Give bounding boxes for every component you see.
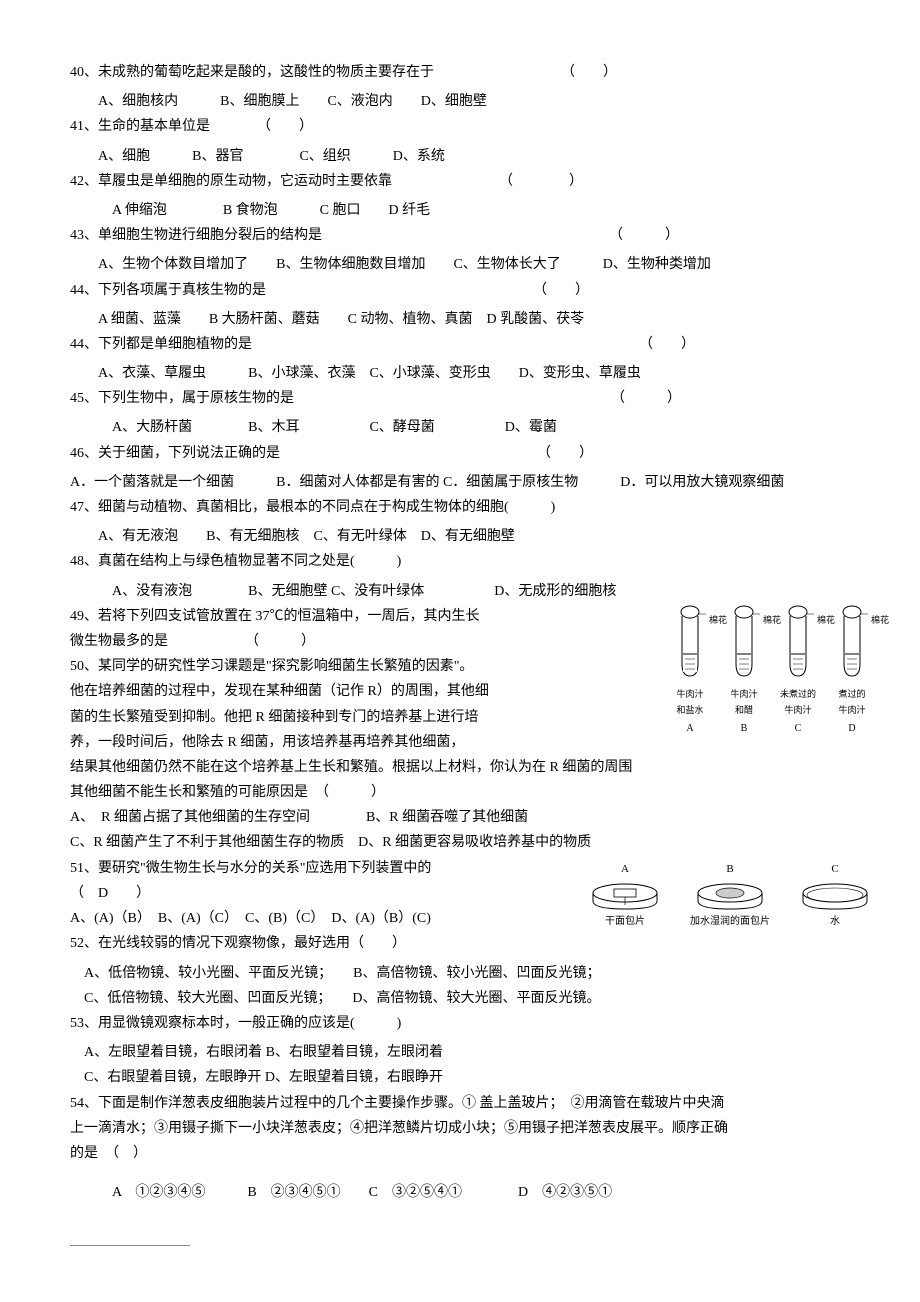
q54-line2: 上一滴清水；③用镊子撕下一小块洋葱表皮；④把洋葱鳞片切成小块；⑤用镊子把洋葱表皮… [70,1116,870,1141]
tube-b: 棉花 牛肉汁 和醋 B [726,604,762,739]
question-40: 40、未成熟的葡萄吃起来是酸的，这酸性的物质主要存在于 （ ） [70,60,870,85]
q43-text: 43、单细胞生物进行细胞分裂后的结构是 [70,228,322,243]
question-45: 45、下列生物中，属于原核生物的是 （ ） [70,386,870,411]
q44b-text: 44、下列都是单细胞植物的是 [70,337,252,352]
q44a-text: 44、下列各项属于真核生物的是 [70,283,266,298]
q42-text: 42、草履虫是单细胞的原生动物，它运动时主要依靠 [70,174,392,189]
tube-d-label: D [848,720,855,738]
q45-text: 45、下列生物中，属于原核生物的是 [70,391,294,406]
question-46: 46、关于细菌，下列说法正确的是 （ ） [70,441,870,466]
question-52: 52、在光线较弱的情况下观察物像，最好选用（ ） [70,931,870,956]
q46-text: 46、关于细菌，下列说法正确的是 [70,446,280,461]
dish-a-caption: 干面包片 [605,913,645,931]
dish-c-toplabel: C [831,860,838,880]
petri-dish-diagram: A 干面包片 B 加水湿润的面包片 C [590,860,870,932]
dish-c: C 水 [800,860,870,932]
q48-options: A、没有液泡 B、无细胞壁 C、没有叶绿体 D、无成形的细胞核 [84,579,870,604]
q44b-paren: （ ） [639,337,695,352]
q54-line1: 54、下面是制作洋葱表皮细胞装片过程中的几个主要操作步骤。① 盖上盖玻片； ②用… [70,1091,870,1116]
q52-optC: C、低倍物镜、较大光圈、凹面反光镜； D、高倍物镜、较大光圈、平面反光镜。 [70,986,870,1011]
dish-b-toplabel: B [726,860,733,880]
dish-c-caption: 水 [830,913,840,931]
question-44a: 44、下列各项属于真核生物的是 （ ） [70,278,870,303]
question-53: 53、用显微镜观察标本时，一般正确的应该是( ) [70,1011,870,1036]
q50-optC: C、R 细菌产生了不利于其他细菌生存的物质 D、R 细菌更容易吸收培养基中的物质 [70,830,870,855]
q53-optA: A、左眼望着目镜，右眼闭着 B、右眼望着目镜，左眼闭着 [70,1040,870,1065]
tube-a-cotton: 棉花 [709,612,727,628]
dish-b-caption: 加水湿润的面包片 [690,913,770,931]
q40-options: A、细胞核内 B、细胞膜上 C、液泡内 D、细胞壁 [84,89,870,114]
question-48: 48、真菌在结构上与绿色植物显著不同之处是( ) [70,549,870,574]
q46-paren: （ ） [537,446,593,461]
q44a-paren: （ ） [533,283,589,298]
q42-paren: （ ） [499,174,583,189]
tube-b-cotton: 棉花 [763,612,781,628]
tube-d-cotton: 棉花 [871,612,889,628]
q54-options: A ①②③④⑤ B ②③④⑤① C ③②⑤④① D ④②③⑤① [84,1180,870,1205]
q50-optA: A、 R 细菌占据了其他细菌的生存空间 B、R 细菌吞噬了其他细菌 [70,805,870,830]
q41-options: A、细胞 B、器官 C、组织 D、系统 [84,144,870,169]
q53-optC: C、右眼望着目镜，左眼睁开 D、左眼望着目镜，右眼睁开 [70,1065,870,1090]
q42-options: A 伸缩泡 B 食物泡 C 胞口 D 纤毛 [84,198,870,223]
q54-line3: 的是 （ ） [70,1141,870,1166]
q52-optA: A、低倍物镜、较小光圈、平面反光镜； B、高倍物镜、较小光圈、凹面反光镜； [70,961,870,986]
q41-text: 41、生命的基本单位是 [70,119,210,134]
q43-paren: （ ） [609,228,679,243]
q44b-options: A、衣藻、草履虫 B、小球藻、衣藻 C、小球藻、变形虫 D、变形虫、草履虫 [84,361,870,386]
q47-options: A、有无液泡 B、有无细胞核 C、有无叶绿体 D、有无细胞壁 [84,524,870,549]
tube-d-caption: 煮过的 牛肉汁 [838,686,865,718]
tube-a: 棉花 牛肉汁 和盐水 A [672,604,708,739]
tube-d: 棉花 煮过的 牛肉汁 D [834,604,870,739]
tube-c-label: C [795,720,802,738]
q43-options: A、生物个体数目增加了 B、生物体细胞数目增加 C、生物体长大了 D、生物种类增… [84,252,870,277]
question-44b: 44、下列都是单细胞植物的是 （ ） [70,332,870,357]
tube-b-caption: 牛肉汁 和醋 [730,686,757,718]
question-47: 47、细菌与动植物、真菌相比，最根本的不同点在于构成生物体的细胞( ) [70,495,870,520]
tube-c: 棉花 未煮过的 牛肉汁 C [780,604,816,739]
tube-a-caption: 牛肉汁 和盐水 [676,686,703,718]
q44a-options: A 细菌、蓝藻 B 大肠杆菌、蘑菇 C 动物、植物、真菌 D 乳酸菌、茯苓 [84,307,870,332]
dish-a: A 干面包片 [590,860,660,932]
q50-line6: 其他细菌不能生长和繁殖的可能原因是 （ ） [70,780,870,805]
question-42: 42、草履虫是单细胞的原生动物，它运动时主要依靠 （ ） [70,169,870,194]
q40-paren: （ ） [561,65,617,80]
dish-a-toplabel: A [621,860,629,880]
q40-text: 40、未成熟的葡萄吃起来是酸的，这酸性的物质主要存在于 [70,65,434,80]
q50-line5: 结果其他细菌仍然不能在这个培养基上生长和繁殖。根据以上材料，你认为在 R 细菌的… [70,755,870,780]
q45-options: A、大肠杆菌 B、木耳 C、酵母菌 D、霉菌 [84,415,870,440]
test-tube-diagram: 棉花 牛肉汁 和盐水 A 棉花 牛肉汁 和醋 B [672,604,870,739]
q46-options: A．一个菌落就是一个细菌 B．细菌对人体都是有害的 C．细菌属于原核生物 D．可… [70,470,870,495]
tube-b-label: B [741,720,748,738]
q41-paren: （ ） [257,119,313,134]
tube-c-cotton: 棉花 [817,612,835,628]
footer-divider [70,1245,190,1246]
dish-b: B 加水湿润的面包片 [690,860,770,932]
question-41: 41、生命的基本单位是 （ ） [70,114,870,139]
tube-a-label: A [686,720,693,738]
question-43: 43、单细胞生物进行细胞分裂后的结构是 （ ） [70,223,870,248]
q45-paren: （ ） [611,391,681,406]
tube-c-caption: 未煮过的 牛肉汁 [780,686,816,718]
